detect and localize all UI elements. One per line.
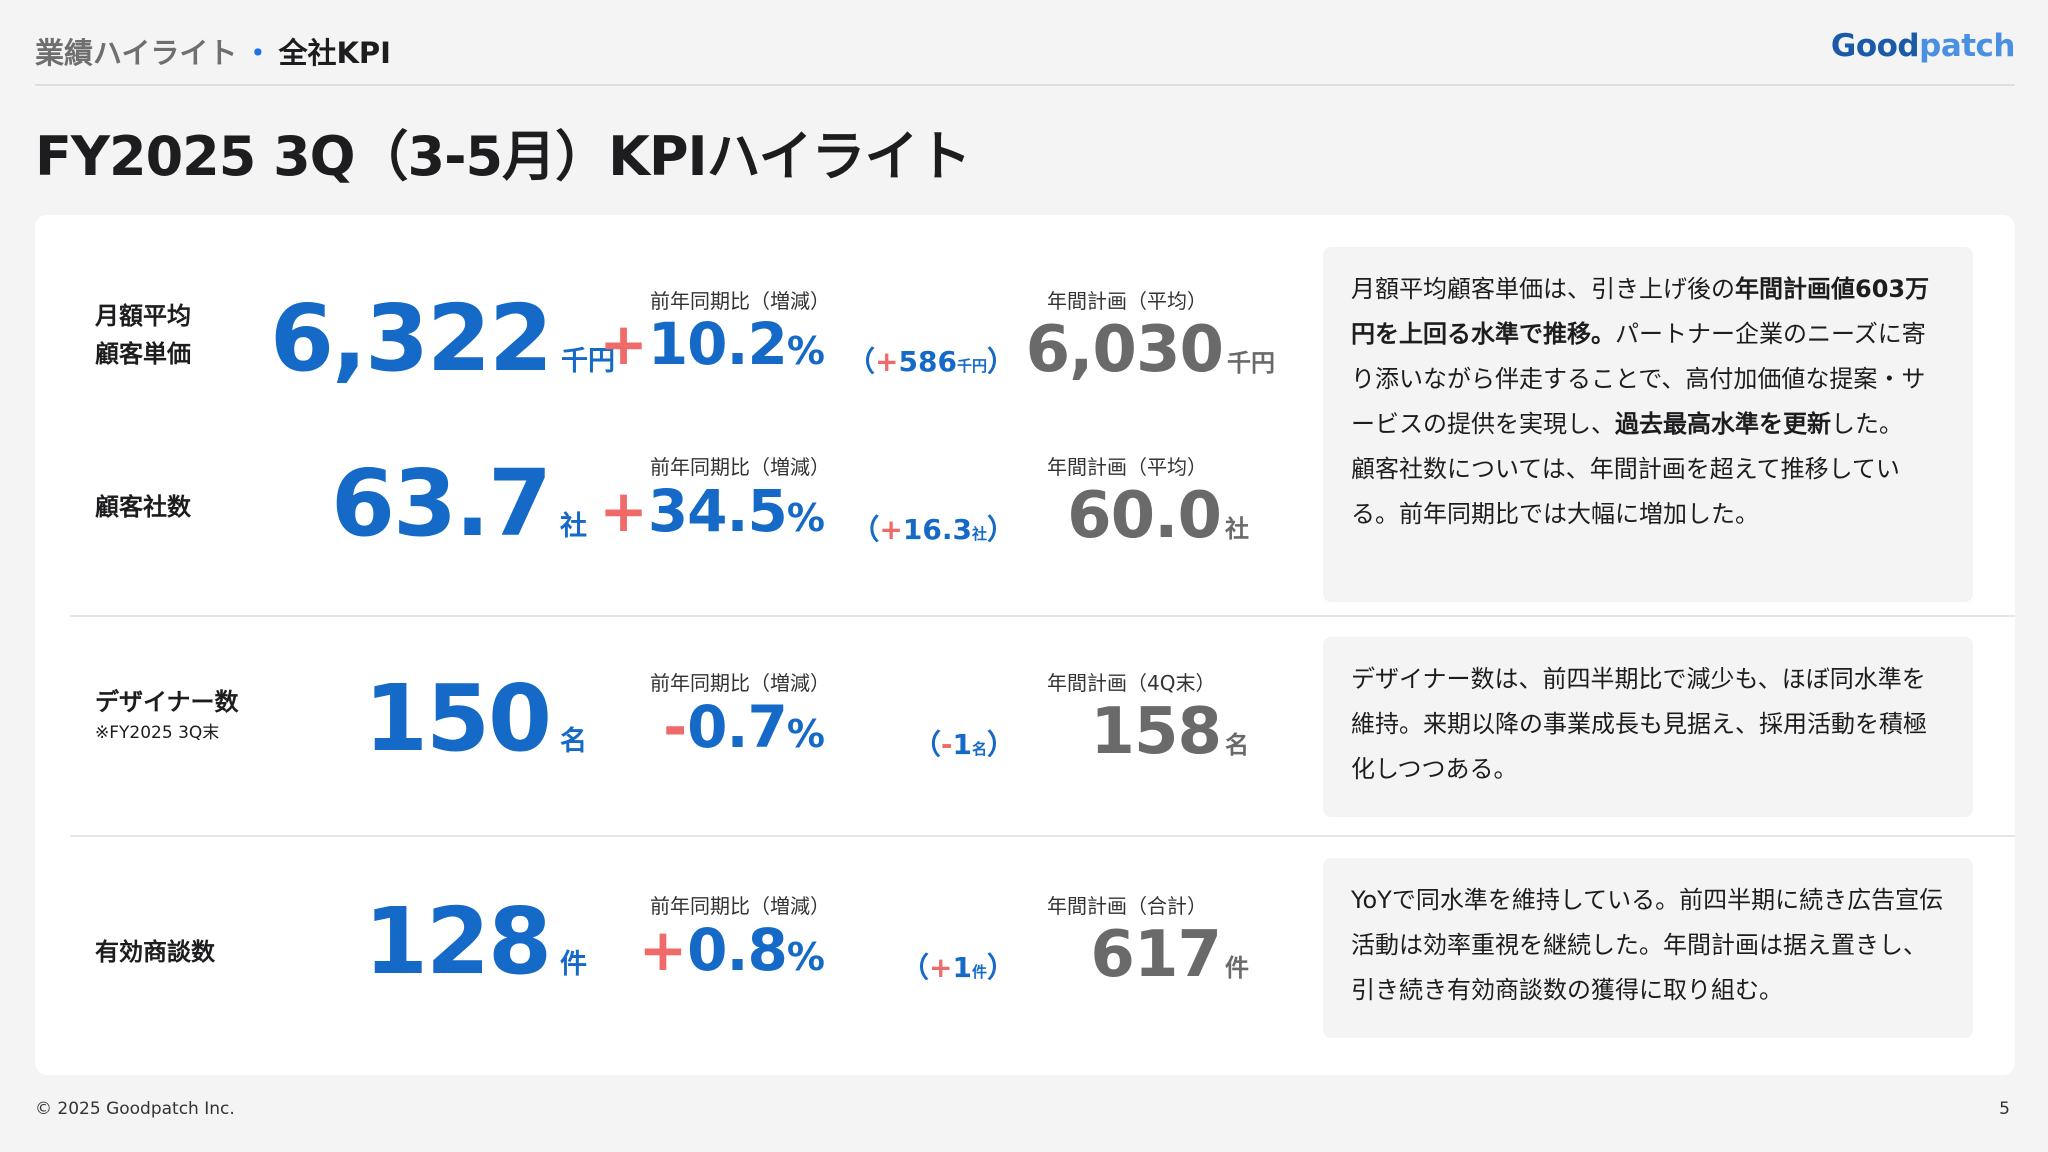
yoy-caption: 前年同期比（増減） bbox=[650, 671, 830, 695]
yoy-caption: 前年同期比（増減） bbox=[650, 455, 830, 479]
kpi-sublabel: ※FY2025 3Q末 bbox=[95, 723, 220, 743]
yoy-caption: 前年同期比（増減） bbox=[650, 894, 830, 918]
kpi-value: 128 件 bbox=[363, 888, 587, 995]
comment-box-deals: YoYで同水準を維持している。前四半期に続き広告宣伝活動は効率重視を継続した。年… bbox=[1323, 858, 1973, 1038]
breadcrumb-current: 全社KPI bbox=[278, 36, 391, 70]
plan-value: 158 名 bbox=[1090, 695, 1249, 769]
row-divider bbox=[70, 615, 2015, 617]
yoy-diff: （-1名） bbox=[912, 728, 1015, 761]
kpi-value: 6,322 千円 bbox=[269, 285, 615, 392]
kpi-value: 150 名 bbox=[363, 665, 587, 772]
breadcrumb-separator: ・ bbox=[243, 36, 273, 70]
yoy-value: -0.7% bbox=[663, 693, 825, 761]
yoy-value: +10.2% bbox=[599, 310, 825, 378]
goodpatch-logo: Goodpatch bbox=[1830, 28, 2016, 64]
kpi-label: デザイナー数 ※FY2025 3Q末 bbox=[95, 688, 239, 743]
kpi-value: 63.7 社 bbox=[331, 450, 587, 557]
breadcrumb: 業績ハイライト・全社KPI bbox=[35, 30, 391, 72]
yoy-caption: 前年同期比（増減） bbox=[650, 289, 830, 313]
yoy-diff: （+586千円） bbox=[847, 345, 1015, 378]
plan-value: 6,030 千円 bbox=[1025, 313, 1275, 387]
kpi-label: 月額平均 顧客単価 bbox=[95, 302, 191, 368]
copyright: © 2025 Goodpatch Inc. bbox=[35, 1099, 235, 1119]
row-divider bbox=[70, 835, 2015, 837]
breadcrumb-section: 業績ハイライト bbox=[35, 36, 238, 70]
yoy-value: +0.8% bbox=[638, 916, 825, 984]
yoy-diff: （+1件） bbox=[901, 951, 1015, 984]
plan-value: 617 件 bbox=[1090, 918, 1249, 992]
yoy-diff: （+16.3社） bbox=[851, 513, 1015, 546]
yoy-value: +34.5% bbox=[599, 477, 825, 545]
page-title: FY2025 3Q（3-5月）KPIハイライト bbox=[35, 125, 972, 188]
plan-caption: 年間計画（合計） bbox=[1047, 894, 1207, 918]
comment-box-client: 月額平均顧客単価は、引き上げ後の年間計画値603万円を上回る水準で推移。パートナ… bbox=[1323, 247, 1973, 602]
kpi-label: 顧客社数 bbox=[95, 493, 191, 521]
plan-value: 60.0 社 bbox=[1067, 479, 1249, 553]
comment-box-designers: デザイナー数は、前四半期比で減少も、ほぼ同水準を維持。来期以降の事業成長も見据え… bbox=[1323, 637, 1973, 817]
page-number: 5 bbox=[1999, 1099, 2010, 1119]
plan-caption: 年間計画（平均） bbox=[1047, 455, 1207, 479]
header: 業績ハイライト・全社KPI Goodpatch bbox=[35, 26, 2015, 86]
plan-caption: 年間計画（4Q末） bbox=[1047, 671, 1216, 695]
kpi-card: 月額平均 顧客単価 6,322 千円 前年同期比（増減） +10.2% （+586千… bbox=[35, 215, 2015, 1075]
kpi-label: 有効商談数 bbox=[95, 938, 215, 966]
plan-caption: 年間計画（平均） bbox=[1047, 289, 1207, 313]
